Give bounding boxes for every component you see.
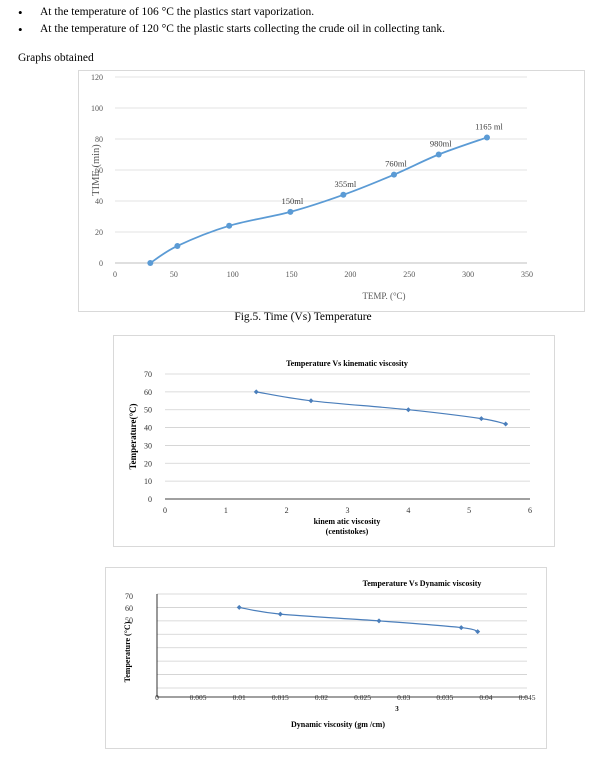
x-tick-label-5: 250 xyxy=(403,270,415,279)
y-tick-label-4: 80 xyxy=(95,135,103,144)
y-tick-label-0: 0 xyxy=(148,495,152,504)
data-point-3 xyxy=(458,625,464,631)
x-tick-label-0: 0 xyxy=(155,693,159,702)
x-tick-label-0: 0 xyxy=(113,270,117,279)
x-tick-label-2: 0.01 xyxy=(233,693,246,702)
kinematic-viscosity-chart: Temperature Vs kinematic viscosity 0 10 20 3… xyxy=(113,335,555,547)
data-label-7: 1165 ml xyxy=(475,121,503,131)
data-label-6: 980ml xyxy=(430,139,452,149)
data-point-1 xyxy=(277,611,283,617)
x-tick-label-4: 4 xyxy=(406,506,410,515)
y-tick-label-0: 70 xyxy=(125,592,133,601)
x-tick-label-3: 3 xyxy=(346,506,350,515)
x-tick-label-3: 150 xyxy=(286,270,298,279)
series-line xyxy=(256,391,506,425)
x-axis-label-superscript: 3 xyxy=(395,705,399,713)
data-point-7 xyxy=(483,134,490,141)
chart-title: Temperature Vs kinematic viscosity xyxy=(286,359,408,368)
data-point-4 xyxy=(475,629,481,635)
y-axis-label: TIME (min) xyxy=(91,144,102,196)
y-tick-label-6: 120 xyxy=(91,73,103,82)
x-axis-label: TEMP. (°C) xyxy=(362,291,405,301)
x-tick-label-7: 0.035 xyxy=(436,693,453,702)
data-label-5: 760ml xyxy=(385,159,407,169)
y-tick-label-4: 40 xyxy=(144,424,152,433)
y-tick-label-2: 20 xyxy=(144,459,152,468)
data-point-3 xyxy=(478,416,484,422)
x-tick-label-1: 0.005 xyxy=(190,693,207,702)
kinematic-viscosity-svg: Temperature Vs kinematic viscosity010203… xyxy=(128,359,532,536)
section-heading: Graphs obtained xyxy=(18,52,94,64)
x-tick-label-4: 0.02 xyxy=(315,693,328,702)
bullet-list: At the temperature of 106 °C the plastic… xyxy=(18,4,445,38)
y-tick-label-0: 0 xyxy=(99,259,103,268)
x-tick-label-8: 0.04 xyxy=(479,693,492,702)
y-tick-label-5: 50 xyxy=(144,406,152,415)
data-point-2 xyxy=(376,618,382,624)
x-axis-label: Dynamic viscosity (gm /cm) xyxy=(291,720,385,729)
dynamic-viscosity-svg: Temperature Vs Dynamic viscosity 70 60 50 0 0… xyxy=(123,579,536,729)
y-tick-label-1: 20 xyxy=(95,228,103,237)
y-tick-label-7: 70 xyxy=(144,370,152,379)
data-point-4 xyxy=(340,191,347,198)
x-tick-label-5: 5 xyxy=(467,506,471,515)
x-tick-label-2: 100 xyxy=(227,270,239,279)
data-point-1 xyxy=(174,242,181,249)
x-tick-label-1: 50 xyxy=(170,270,178,279)
data-point-3 xyxy=(287,208,294,215)
x-tick-label-1: 1 xyxy=(224,506,228,515)
data-point-4 xyxy=(503,421,509,427)
x-tick-label-6: 6 xyxy=(528,506,532,515)
data-point-1 xyxy=(308,398,314,404)
x-tick-label-9: 0.045 xyxy=(519,693,536,702)
x-tick-label-5: 0.025 xyxy=(354,693,371,702)
x-tick-label-2: 2 xyxy=(285,506,289,515)
figure-caption: Fig.5. Time (Vs) Temperature xyxy=(234,311,372,323)
data-point-2 xyxy=(226,222,233,229)
data-point-2 xyxy=(405,407,411,413)
data-point-5 xyxy=(390,171,397,178)
data-point-0 xyxy=(253,389,259,395)
x-tick-label-4: 200 xyxy=(344,270,356,279)
x-tick-label-0: 0 xyxy=(163,506,167,515)
data-point-0 xyxy=(147,260,154,266)
series-line xyxy=(239,606,478,633)
time-vs-temperature-svg: 0 20 40 60 80 100 120 0 50 100 150 200 250 300 350 TEMP… xyxy=(91,73,533,301)
y-tick-label-6: 60 xyxy=(144,388,152,397)
time-vs-temperature-chart: 0 20 40 60 80 100 120 0 50 100 150 200 250 300 350 TEMP… xyxy=(78,70,585,312)
chart-title: Temperature Vs Dynamic viscosity xyxy=(363,579,482,588)
bullet-item-collecting: At the temperature of 120 °C the plastic… xyxy=(18,21,445,38)
x-tick-label-6: 300 xyxy=(462,270,474,279)
data-label-3: 150ml xyxy=(282,196,304,206)
y-tick-label-2: 40 xyxy=(95,197,103,206)
data-point-0 xyxy=(236,604,242,610)
x-tick-label-3: 0.015 xyxy=(272,693,289,702)
x-tick-label-7: 350 xyxy=(521,270,533,279)
y-tick-label-1: 10 xyxy=(144,477,152,486)
y-tick-label-3: 30 xyxy=(144,441,152,450)
data-label-4: 355ml xyxy=(334,179,356,189)
data-point-6 xyxy=(435,151,442,158)
y-tick-label-2: 50 xyxy=(125,616,133,625)
y-tick-label-3: 60 xyxy=(95,166,103,175)
x-axis-label-unit: (centistokes) xyxy=(326,527,369,536)
dynamic-viscosity-chart: Temperature Vs Dynamic viscosity 70 60 50 0 0… xyxy=(105,567,547,749)
bullet-item-vaporization: At the temperature of 106 °C the plastic… xyxy=(18,4,445,21)
x-axis-label: kinem atic viscosity xyxy=(314,517,381,526)
y-tick-label-1: 60 xyxy=(125,604,133,613)
x-tick-label-6: 0.03 xyxy=(397,693,410,702)
y-tick-label-5: 100 xyxy=(91,104,103,113)
y-axis-label: Temperature(°C) xyxy=(128,403,138,469)
y-axis-label: Temperature (°C) xyxy=(123,621,132,682)
series-line xyxy=(149,136,488,264)
